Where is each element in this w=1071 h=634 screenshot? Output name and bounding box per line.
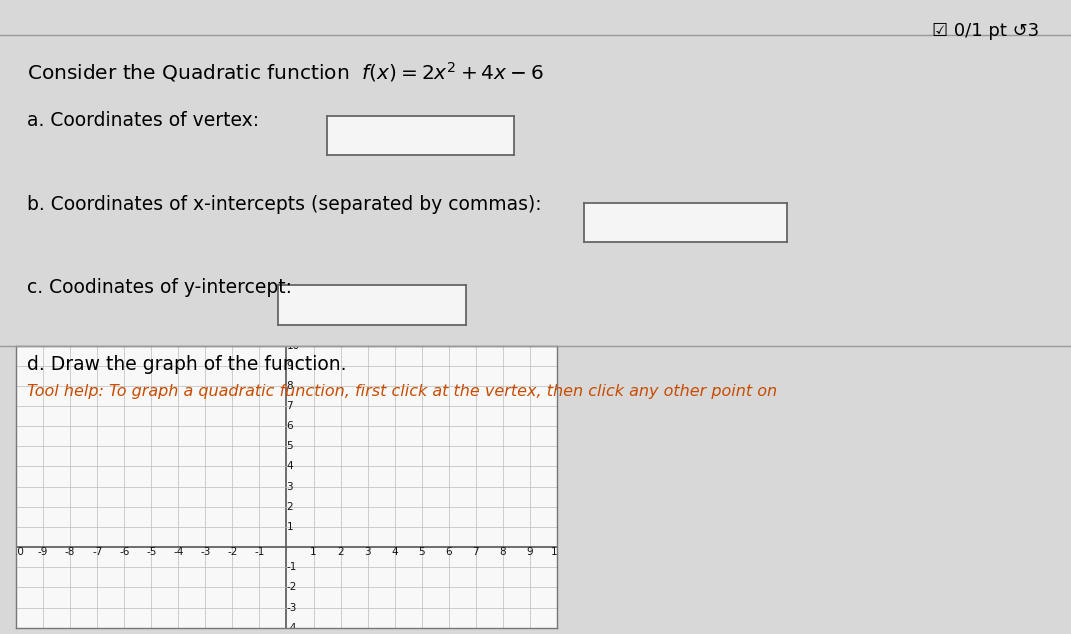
Text: -4: -4 — [174, 547, 183, 557]
Text: -2: -2 — [227, 547, 238, 557]
Text: -1: -1 — [254, 547, 265, 557]
Text: 3: 3 — [364, 547, 371, 557]
Text: Consider the Quadratic function  $f(x) = 2x^2 + 4x - 6$: Consider the Quadratic function $f(x) = … — [27, 60, 544, 84]
Text: -5: -5 — [146, 547, 156, 557]
Text: 7: 7 — [287, 401, 293, 411]
Text: 9: 9 — [287, 361, 293, 371]
Text: 10: 10 — [550, 547, 563, 557]
Text: 2: 2 — [287, 501, 293, 512]
Text: 6: 6 — [446, 547, 452, 557]
Text: 3: 3 — [287, 482, 293, 491]
Text: 1: 1 — [287, 522, 293, 532]
Text: 4: 4 — [391, 547, 398, 557]
Text: -4: -4 — [287, 623, 297, 633]
Text: -2: -2 — [287, 583, 297, 592]
Text: -1: -1 — [287, 562, 297, 573]
Text: 8: 8 — [499, 547, 507, 557]
Text: 7: 7 — [472, 547, 479, 557]
Text: -9: -9 — [37, 547, 48, 557]
Text: 6: 6 — [287, 421, 293, 431]
Text: a. Coordinates of vertex:: a. Coordinates of vertex: — [27, 111, 259, 130]
Text: -3: -3 — [200, 547, 211, 557]
Text: 4: 4 — [287, 462, 293, 472]
Text: 5: 5 — [419, 547, 425, 557]
Text: 8: 8 — [287, 381, 293, 391]
Text: 9: 9 — [527, 547, 533, 557]
Text: 2: 2 — [337, 547, 344, 557]
Text: d. Draw the graph of the function.: d. Draw the graph of the function. — [27, 355, 346, 374]
Text: 5: 5 — [287, 441, 293, 451]
Text: -10: -10 — [7, 547, 25, 557]
Text: 1: 1 — [311, 547, 317, 557]
Text: -8: -8 — [65, 547, 75, 557]
Text: 10: 10 — [287, 340, 300, 351]
Text: Tool help: To graph a quadratic function, first click at the vertex, then click : Tool help: To graph a quadratic function… — [27, 384, 776, 399]
Text: -6: -6 — [119, 547, 130, 557]
Text: b. Coordinates of x-intercepts (separated by commas):: b. Coordinates of x-intercepts (separate… — [27, 195, 542, 214]
Text: -3: -3 — [287, 602, 297, 612]
Text: c. Coodinates of y-intercept:: c. Coodinates of y-intercept: — [27, 278, 291, 297]
Text: -7: -7 — [92, 547, 103, 557]
Text: ☑ 0/1 pt ↺3: ☑ 0/1 pt ↺3 — [932, 22, 1039, 40]
